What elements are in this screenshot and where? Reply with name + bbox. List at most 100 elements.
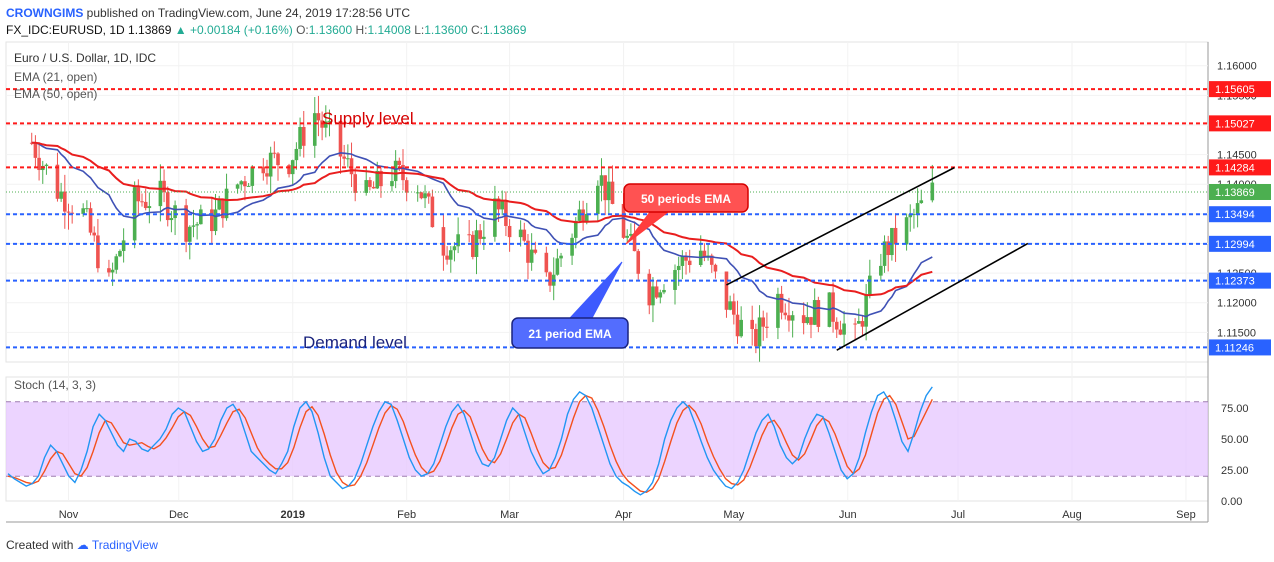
candle-body xyxy=(908,214,913,218)
price-chart[interactable]: 1.160001.155001.150001.145001.140001.135… xyxy=(0,0,1274,530)
candle-body xyxy=(493,198,497,237)
candle-body xyxy=(750,319,754,330)
candle-body xyxy=(629,233,633,236)
candle-body xyxy=(842,323,846,335)
candle-body xyxy=(199,209,203,225)
candle-body xyxy=(555,258,560,275)
candle-body xyxy=(96,235,100,269)
candle-body xyxy=(757,317,762,347)
legend-ema21: EMA (21, open) xyxy=(14,70,97,84)
candle-body xyxy=(44,164,49,166)
candle-body xyxy=(482,236,486,239)
x-tick-label: Jun xyxy=(839,509,857,521)
candle-body xyxy=(496,198,501,210)
stoch-title: Stoch (14, 3, 3) xyxy=(14,378,96,392)
candle-body xyxy=(353,174,358,193)
open-value: 1.13600 xyxy=(308,23,353,37)
candle-body xyxy=(419,192,424,199)
stoch-k-line xyxy=(7,386,933,496)
candle-body xyxy=(187,226,192,242)
candle-body xyxy=(312,113,317,146)
candle-body xyxy=(912,214,916,216)
candle-body xyxy=(684,256,688,261)
candle-body xyxy=(533,249,538,253)
low-label: L: xyxy=(414,23,425,37)
candle-body xyxy=(607,181,611,201)
candle-body xyxy=(66,211,71,213)
created-with-text: Created with xyxy=(6,538,74,552)
stoch-band xyxy=(6,401,1208,477)
candle-body xyxy=(507,225,512,238)
ema21-callout-text: 21 period EMA xyxy=(528,327,612,341)
candle-body xyxy=(452,246,457,251)
candle-body xyxy=(790,315,795,321)
candle-body xyxy=(783,312,788,316)
channel-lower-line xyxy=(836,242,1029,351)
stoch-y-tick-label: 75.00 xyxy=(1221,403,1249,415)
x-tick-label: Sep xyxy=(1176,509,1196,521)
candle-body xyxy=(739,319,743,337)
resistance-price-label: 1.15605 xyxy=(1215,84,1255,96)
stoch-d-line xyxy=(7,394,933,494)
x-tick-label: May xyxy=(723,509,744,521)
candle-body xyxy=(349,158,354,175)
author-link[interactable]: CROWNGIMS xyxy=(6,6,84,20)
candle-body xyxy=(423,193,427,199)
candle-body xyxy=(647,273,652,306)
candle-body xyxy=(687,260,692,265)
candle-body xyxy=(316,113,321,121)
candle-body xyxy=(173,205,177,219)
candle-body xyxy=(323,121,328,128)
candle-body xyxy=(812,300,817,325)
candle-body xyxy=(801,315,806,324)
candle-body xyxy=(599,175,604,186)
candle-body xyxy=(375,170,380,189)
change-value: +0.00184 (+0.16%) xyxy=(190,23,293,37)
candle-body xyxy=(596,185,600,214)
candle-body xyxy=(651,286,655,306)
change-up-icon: ▲ xyxy=(174,23,187,37)
candle-body xyxy=(239,181,244,185)
x-tick-label: Jul xyxy=(951,509,965,521)
candle-body xyxy=(732,301,736,315)
candle-body xyxy=(893,227,898,245)
candle-body xyxy=(110,269,115,273)
candle-body xyxy=(448,250,453,260)
candle-body xyxy=(735,314,740,337)
supply-level-text: Supply level xyxy=(322,109,414,128)
candle-body xyxy=(379,170,383,187)
candle-body xyxy=(276,153,280,166)
chart-title: Euro / U.S. Dollar, 1D, IDC xyxy=(14,51,156,65)
candle-body xyxy=(210,209,214,232)
candle-body xyxy=(88,208,93,233)
candle-body xyxy=(445,255,449,260)
tradingview-brand[interactable]: TradingView xyxy=(91,538,158,552)
candle-body xyxy=(522,229,527,241)
candle-body xyxy=(904,217,909,245)
candle-body xyxy=(85,208,89,210)
resistance-price-tag xyxy=(1209,115,1271,132)
y-tick-label: 1.11500 xyxy=(1217,327,1256,339)
candle-body xyxy=(55,164,60,199)
candle-body xyxy=(526,240,530,263)
candle-body xyxy=(327,120,332,122)
candle-body xyxy=(728,301,732,310)
candle-body xyxy=(107,268,111,273)
resistance-price-tag xyxy=(1209,81,1271,98)
support-price-tag xyxy=(1209,339,1271,356)
candle-body xyxy=(114,256,119,270)
candle-body xyxy=(301,126,306,146)
y-tick-label: 1.12000 xyxy=(1217,298,1257,310)
candle-body xyxy=(860,321,865,327)
candle-body xyxy=(754,329,758,347)
candle-body xyxy=(584,213,589,223)
candle-body xyxy=(890,227,894,256)
candle-body xyxy=(33,143,38,158)
candle-body xyxy=(610,181,615,204)
candle-body xyxy=(625,235,630,238)
candle-body xyxy=(559,255,563,259)
ema50-callout-text: 50 periods EMA xyxy=(641,192,731,206)
candle-body xyxy=(709,255,714,265)
support-price-label: 1.13494 xyxy=(1215,209,1255,221)
last-price: 1.13869 xyxy=(128,23,172,37)
